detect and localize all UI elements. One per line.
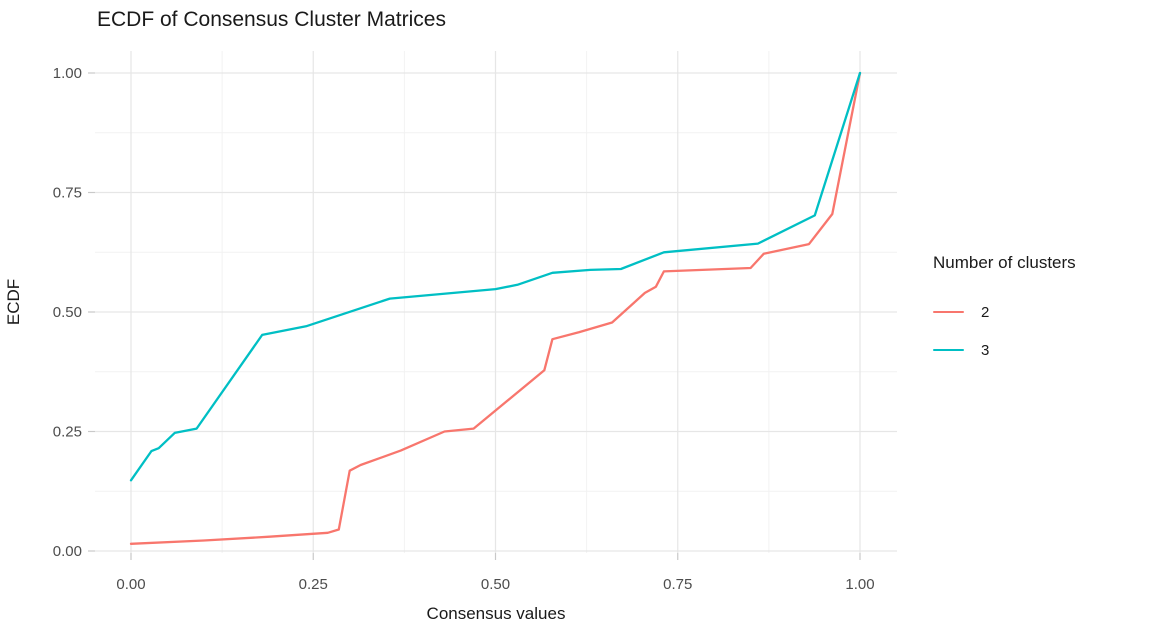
legend-title: Number of clusters [933,253,1076,272]
x-axis-title: Consensus values [426,604,566,623]
legend-label-3: 3 [981,341,990,359]
y-tick-label: 0.50 [53,304,82,321]
x-tick-label: 0.75 [663,576,692,593]
y-axis-title: ECDF [4,278,23,326]
series-line-2 [129,71,862,545]
chart-title: ECDF of Consensus Cluster Matrices [97,8,446,31]
y-tick-label: 0.75 [53,185,82,202]
legend-key-line-3 [933,349,964,351]
legend-key-line-2 [933,311,964,313]
x-tick-label: 0.00 [116,576,145,593]
legend-label-2: 2 [981,303,990,321]
y-tick-label: 1.00 [53,65,82,82]
legend-item-2: 2 [933,293,1076,331]
legend-item-3: 3 [933,331,1076,369]
x-tick-label: 0.25 [299,576,328,593]
y-tick-label: 0.00 [53,543,82,560]
series-line-3 [129,71,862,482]
x-tick-label: 0.50 [481,576,510,593]
x-tick-label: 1.00 [845,576,874,593]
y-tick-label: 0.25 [53,424,82,441]
